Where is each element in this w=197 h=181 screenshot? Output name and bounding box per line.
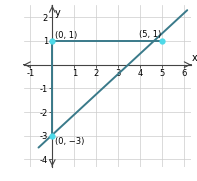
Text: (0, −3): (0, −3) [55, 137, 85, 146]
Text: (5, 1): (5, 1) [139, 30, 162, 39]
Text: (0, 1): (0, 1) [55, 31, 77, 40]
Text: x: x [192, 53, 197, 64]
Text: y: y [55, 8, 60, 18]
